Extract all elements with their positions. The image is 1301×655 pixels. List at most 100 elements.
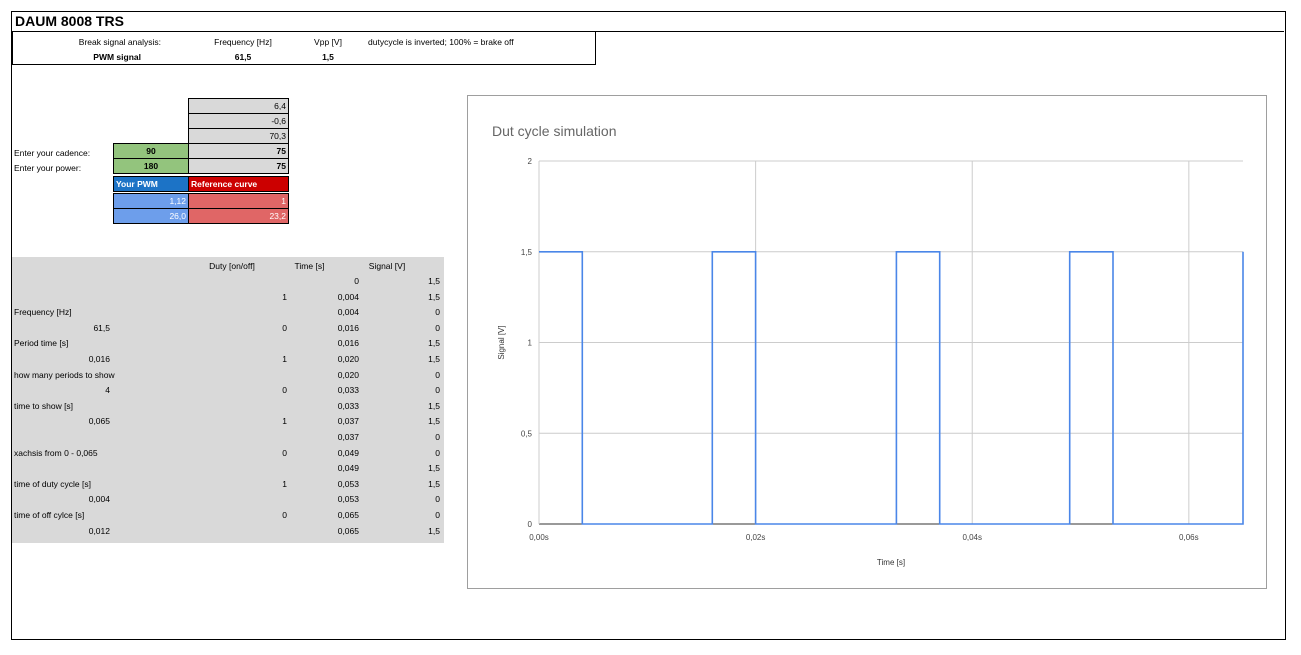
y-axis-title: Signal [V] (497, 325, 506, 359)
row-label[interactable]: xachsis from 0 - 0,065 (14, 447, 98, 458)
reference-curve-header[interactable]: Reference curve (188, 176, 289, 192)
row-label[interactable]: time of duty cycle [s] (14, 478, 91, 489)
cadence-label: Enter your cadence: (14, 148, 91, 158)
x-tick-label: 0,00s (529, 533, 549, 542)
row-time[interactable]: 0,004 (337, 291, 359, 302)
row-time[interactable]: 0,037 (337, 416, 359, 427)
row-signal[interactable]: 1,5 (428, 525, 440, 536)
pwm-signal-label[interactable]: PWM signal (93, 52, 141, 62)
row-duty[interactable]: 0 (282, 322, 287, 333)
row-signal[interactable]: 1,5 (428, 276, 440, 286)
row-time[interactable]: 0,033 (337, 385, 359, 396)
vpp-value[interactable]: 1,5 (322, 52, 334, 62)
cadence-reference[interactable]: 75 (188, 143, 289, 159)
row-signal[interactable]: 1,5 (428, 338, 440, 349)
inverted-note[interactable]: dutycycle is inverted; 100% = brake off (368, 37, 514, 47)
row-value[interactable]: 0,012 (88, 525, 110, 536)
y-tick-label: 1,5 (521, 248, 533, 257)
y-tick-label: 0,5 (521, 429, 533, 438)
reference-value-2[interactable]: 23,2 (188, 208, 289, 224)
row-duty[interactable]: 1 (282, 478, 287, 489)
row-value[interactable]: 0,016 (88, 354, 110, 364)
row-duty[interactable]: 0 (282, 510, 287, 520)
row-time[interactable]: 0,020 (337, 369, 359, 380)
row-duty[interactable]: 1 (282, 416, 287, 427)
row-duty[interactable]: 0 (282, 447, 287, 458)
row-signal[interactable]: 0 (435, 369, 440, 380)
row-time[interactable]: 0,053 (337, 494, 359, 505)
row-time[interactable]: 0,065 (337, 510, 359, 520)
chart-title: Dut cycle simulation (492, 123, 617, 139)
row-value[interactable]: 61,5 (93, 322, 110, 333)
row-duty[interactable]: 1 (282, 354, 287, 364)
power-reference[interactable]: 75 (188, 158, 289, 174)
vpp-header[interactable]: Vpp [V] (314, 37, 342, 47)
row-time[interactable]: 0,016 (337, 338, 359, 349)
duty-column-header[interactable]: Duty [on/off] (209, 261, 255, 271)
row-signal[interactable]: 1,5 (428, 463, 440, 474)
row-time[interactable]: 0,065 (337, 525, 359, 536)
frequency-header[interactable]: Frequency [Hz] (214, 37, 272, 47)
row-signal[interactable]: 0 (435, 447, 440, 458)
row-signal[interactable]: 1,5 (428, 416, 440, 427)
row-time[interactable]: 0 (354, 276, 359, 286)
row-value[interactable]: 4 (105, 385, 110, 396)
row-time[interactable]: 0,037 (337, 432, 359, 442)
x-tick-label: 0,02s (746, 533, 766, 542)
cadence-input[interactable]: 90 (113, 143, 189, 159)
row-signal[interactable]: 0 (435, 322, 440, 333)
y-tick-label: 2 (528, 157, 533, 166)
your-pwm-header[interactable]: Your PWM (113, 176, 189, 192)
coefficient-cell-2[interactable]: -0,6 (188, 113, 289, 129)
your-pwm-value-1[interactable]: 1,12 (113, 193, 189, 209)
chart-canvas: Dut cycle simulation 0 0,5 1 1,5 2 0,00s 0,02s 0… (492, 123, 1244, 567)
your-pwm-value-2[interactable]: 26,0 (113, 208, 189, 224)
power-label: Enter your power: (14, 163, 82, 173)
coefficient-cell-1[interactable]: 6,4 (188, 98, 289, 114)
row-signal[interactable]: 0 (435, 432, 440, 442)
simulation-data-table: Duty [on/off] Time [s] Signal [V] 0 1,5 1 0… (12, 257, 444, 543)
time-column-header[interactable]: Time [s] (294, 261, 325, 271)
row-label[interactable]: time of off cylce [s] (14, 510, 85, 520)
row-label[interactable]: how many periods to show (14, 369, 115, 380)
row-signal[interactable]: 1,5 (428, 478, 440, 489)
signal-column-header[interactable]: Signal [V] (368, 261, 406, 271)
row-time[interactable]: 0,053 (337, 478, 359, 489)
row-signal[interactable]: 0 (435, 510, 440, 520)
header-info-box: Break signal analysis: Frequency [Hz] Vp… (12, 31, 596, 65)
row-duty[interactable]: 1 (282, 291, 287, 302)
row-signal[interactable]: 1,5 (428, 291, 440, 302)
row-time[interactable]: 0,033 (337, 400, 359, 411)
duty-cycle-chart[interactable]: Dut cycle simulation 0 0,5 1 1,5 2 0,00s 0,02s 0… (467, 95, 1267, 589)
row-signal[interactable]: 0 (435, 385, 440, 396)
row-label[interactable]: Period time [s] (14, 338, 69, 349)
power-input[interactable]: 180 (113, 158, 189, 174)
x-tick-label: 0,06s (1179, 533, 1199, 542)
signal-series-line (539, 251, 1244, 525)
row-signal[interactable]: 1,5 (428, 400, 440, 411)
row-label[interactable]: time to show [s] (14, 400, 74, 411)
sheet-border (11, 11, 1286, 640)
sheet-title: DAUM 8008 TRS (15, 13, 124, 29)
row-time[interactable]: 0,049 (337, 447, 359, 458)
row-duty[interactable]: 0 (282, 385, 287, 396)
x-tick-label: 0,04s (962, 533, 982, 542)
y-tick-label: 0 (528, 520, 533, 529)
row-time[interactable]: 0,004 (337, 307, 359, 318)
y-tick-label: 1 (528, 339, 533, 348)
row-signal[interactable]: 0 (435, 307, 440, 318)
row-label[interactable]: Frequency [Hz] (14, 307, 72, 318)
frequency-value[interactable]: 61,5 (234, 52, 252, 62)
row-time[interactable]: 0,020 (337, 354, 359, 364)
x-axis-title: Time [s] (877, 558, 905, 567)
row-time[interactable]: 0,016 (337, 322, 359, 333)
row-signal[interactable]: 0 (435, 494, 440, 505)
row-value[interactable]: 0,004 (88, 494, 110, 505)
title-divider (12, 31, 1284, 32)
row-signal[interactable]: 1,5 (428, 354, 440, 364)
coefficient-cell-3[interactable]: 70,3 (188, 128, 289, 144)
reference-value-1[interactable]: 1 (188, 193, 289, 209)
break-signal-label[interactable]: Break signal analysis: (78, 37, 161, 47)
row-value[interactable]: 0,065 (88, 416, 110, 427)
row-time[interactable]: 0,049 (337, 463, 359, 474)
